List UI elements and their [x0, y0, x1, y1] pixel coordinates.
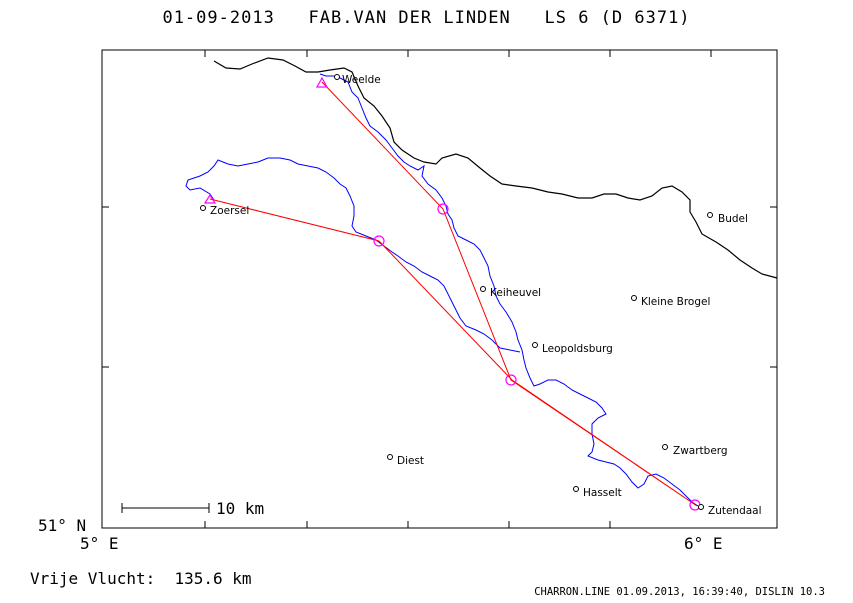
title-pilot: FAB.VAN DER LINDEN — [308, 8, 511, 28]
town-dot-icon — [480, 286, 486, 292]
town-markers — [200, 74, 713, 510]
turnpoints — [203, 76, 701, 511]
town-dot-icon — [334, 74, 340, 80]
town-dot-icon — [662, 444, 668, 450]
map-frame — [101, 49, 778, 529]
flight-distance: Vrije Vlucht: 135.6 km — [30, 569, 252, 588]
lat-label: 51° N — [38, 516, 86, 535]
country-border — [213, 57, 778, 279]
scale-bar — [121, 503, 210, 513]
town-label-weelde: Weelde — [342, 74, 381, 86]
task-line — [209, 81, 698, 507]
town-label-hasselt: Hasselt — [583, 487, 622, 499]
town-label-keiheuvel: Keiheuvel — [490, 287, 541, 299]
town-dot-icon — [200, 205, 206, 211]
distance-label: Vrije Vlucht: — [30, 569, 156, 588]
scale-bar-label: 10 km — [216, 499, 264, 518]
finish-triangle-icon — [203, 193, 217, 204]
lon-right-label: 6° E — [684, 534, 723, 553]
lon-left-label: 5° E — [80, 534, 119, 553]
town-dot-icon — [698, 504, 704, 510]
flight-track — [185, 73, 699, 507]
turnpoint-circle-icon — [437, 203, 449, 215]
town-dot-icon — [707, 212, 713, 218]
town-label-leopoldsburg: Leopoldsburg — [542, 343, 613, 355]
town-label-zoersel: Zoersel — [210, 205, 249, 217]
title-date: 01-09-2013 — [162, 8, 275, 28]
town-dot-icon — [631, 295, 637, 301]
turnpoint-circle-icon — [373, 235, 385, 247]
town-label-diest: Diest — [397, 455, 424, 467]
page-title: 01-09-2013 FAB.VAN DER LINDEN LS 6 (D 63… — [0, 8, 853, 28]
town-dot-icon — [532, 342, 538, 348]
footer-info: CHARRON.LINE 01.09.2013, 16:39:40, DISLI… — [534, 586, 825, 598]
distance-value: 135.6 km — [174, 569, 252, 588]
start-triangle-icon — [315, 76, 329, 88]
town-label-zutendaal: Zutendaal — [708, 505, 762, 517]
town-label-kleine-brogel: Kleine Brogel — [641, 296, 710, 308]
town-dot-icon — [387, 454, 393, 460]
title-glider: LS 6 (D 6371) — [544, 8, 691, 28]
town-dot-icon — [573, 486, 579, 492]
turnpoint-circle-icon — [505, 374, 517, 386]
town-label-budel: Budel — [718, 213, 748, 225]
town-label-zwartberg: Zwartberg — [673, 445, 728, 457]
axis-ticks — [102, 50, 777, 528]
